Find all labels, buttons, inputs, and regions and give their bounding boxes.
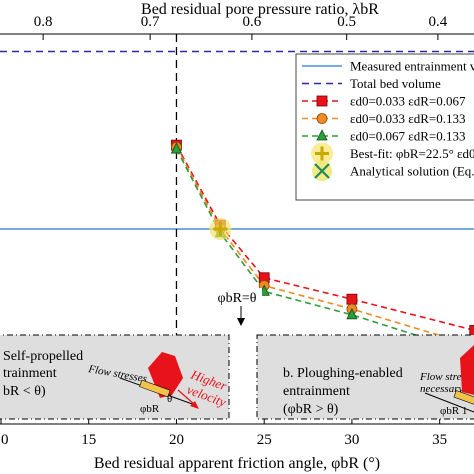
legend-swatch-analytical (312, 161, 332, 181)
box-b-condition: (φbR > θ) (283, 402, 339, 417)
box-b-flow-label-2: necessary (420, 383, 463, 395)
box-a-condition: bR < θ) (3, 384, 46, 399)
box-b-title-2: entrainment (283, 384, 350, 399)
top-tick-label-0.7: 0.7 (141, 14, 160, 30)
point-bestfit-0 (209, 218, 232, 240)
top-tick-label-0.4: 0.4 (429, 14, 448, 30)
bottom-axis-ticks: 10 15 20 25 30 35 (0, 418, 447, 448)
top-axis-label: Bed residual pore pressure ratio, λbR (141, 1, 379, 18)
legend-label-analytical: Analytical solution (Eq. 1 (350, 164, 474, 179)
plot-area: Self-propelled trainment bR < θ) Flow st… (0, 34, 474, 424)
theta-arrow-head (237, 318, 245, 326)
bottom-tick-label-30: 30 (344, 432, 359, 448)
bottom-tick-label-35: 35 (432, 432, 447, 448)
theta-label: φbR=θ (217, 291, 256, 306)
top-tick-label-0.8: 0.8 (34, 14, 53, 30)
legend-swatch-analytical-b (314, 163, 330, 179)
box-a-title-1: Self-propelled (3, 349, 83, 364)
top-tick-label-0.6: 0.6 (243, 14, 262, 30)
legend-label-bestfit: Best-fit: φbR=22.5° εd0=... (350, 146, 474, 161)
point-s3-1 (170, 142, 183, 154)
box-a-velocity-arrow (177, 389, 196, 406)
box-a-arrow-head (190, 401, 199, 409)
series-line-s3 (175, 148, 474, 355)
legend-label-measured: Measured entrainment ve (350, 59, 474, 74)
series-line-s1 (175, 144, 474, 332)
legend-label-total: Total bed volume (350, 76, 441, 91)
bottom-tick-label-15: 15 (81, 432, 96, 448)
legend-swatch-s1 (316, 95, 328, 107)
box-b-bed-strip (453, 390, 474, 405)
legend: Measured entrainment ve Total bed volume ε… (295, 53, 474, 201)
box-b-flow-shape (460, 345, 474, 395)
top-tick-label-0.5: 0.5 (337, 14, 356, 30)
legend-swatch-s2 (316, 113, 328, 124)
bottom-tick-label-25: 25 (257, 432, 272, 448)
box-a-self-propelled: Self-propelled trainment bR < θ) Flow st… (0, 334, 230, 420)
top-axis-ticks: 0.90.80.70.60.50.40.3 (34, 14, 448, 40)
box-a-bed-strip (139, 379, 171, 398)
box-a-phi-label: φbR (140, 403, 160, 415)
legend-swatch-bestfit (311, 142, 333, 165)
point-s1-4 (346, 293, 358, 305)
legend-label-s3: εd0=0.067 εdR=0.133 (350, 129, 466, 144)
bottom-axis-label: Bed residual apparent friction angle, φb… (94, 455, 380, 472)
series-markers (170, 139, 474, 359)
point-s3-4 (346, 307, 358, 320)
legend-label-s2: εd0=0.033 εdR=0.133 (350, 111, 466, 126)
box-b-flow-label: Flow stresses (419, 371, 474, 383)
legend-label-s1: εd0=0.033 εdR=0.067 (350, 94, 466, 109)
box-a-theta-label: θ (167, 393, 172, 405)
horizontal-reference-lines (0, 50, 474, 230)
point-s1-5 (469, 324, 474, 336)
bottom-tick-label-10: 10 (0, 432, 9, 448)
box-b-title-1: b. Ploughing-enabled (283, 366, 403, 381)
box-b-ploughing: b. Ploughing-enabled entrainment (φbR > … (256, 334, 474, 420)
bottom-tick-label-20: 20 (169, 432, 184, 448)
box-a-title-2: trainment (3, 366, 57, 381)
box-b-phi-label: φbR 1 (440, 405, 467, 417)
legend-swatch-s3 (316, 129, 328, 141)
box-b-slope-line (424, 392, 474, 413)
